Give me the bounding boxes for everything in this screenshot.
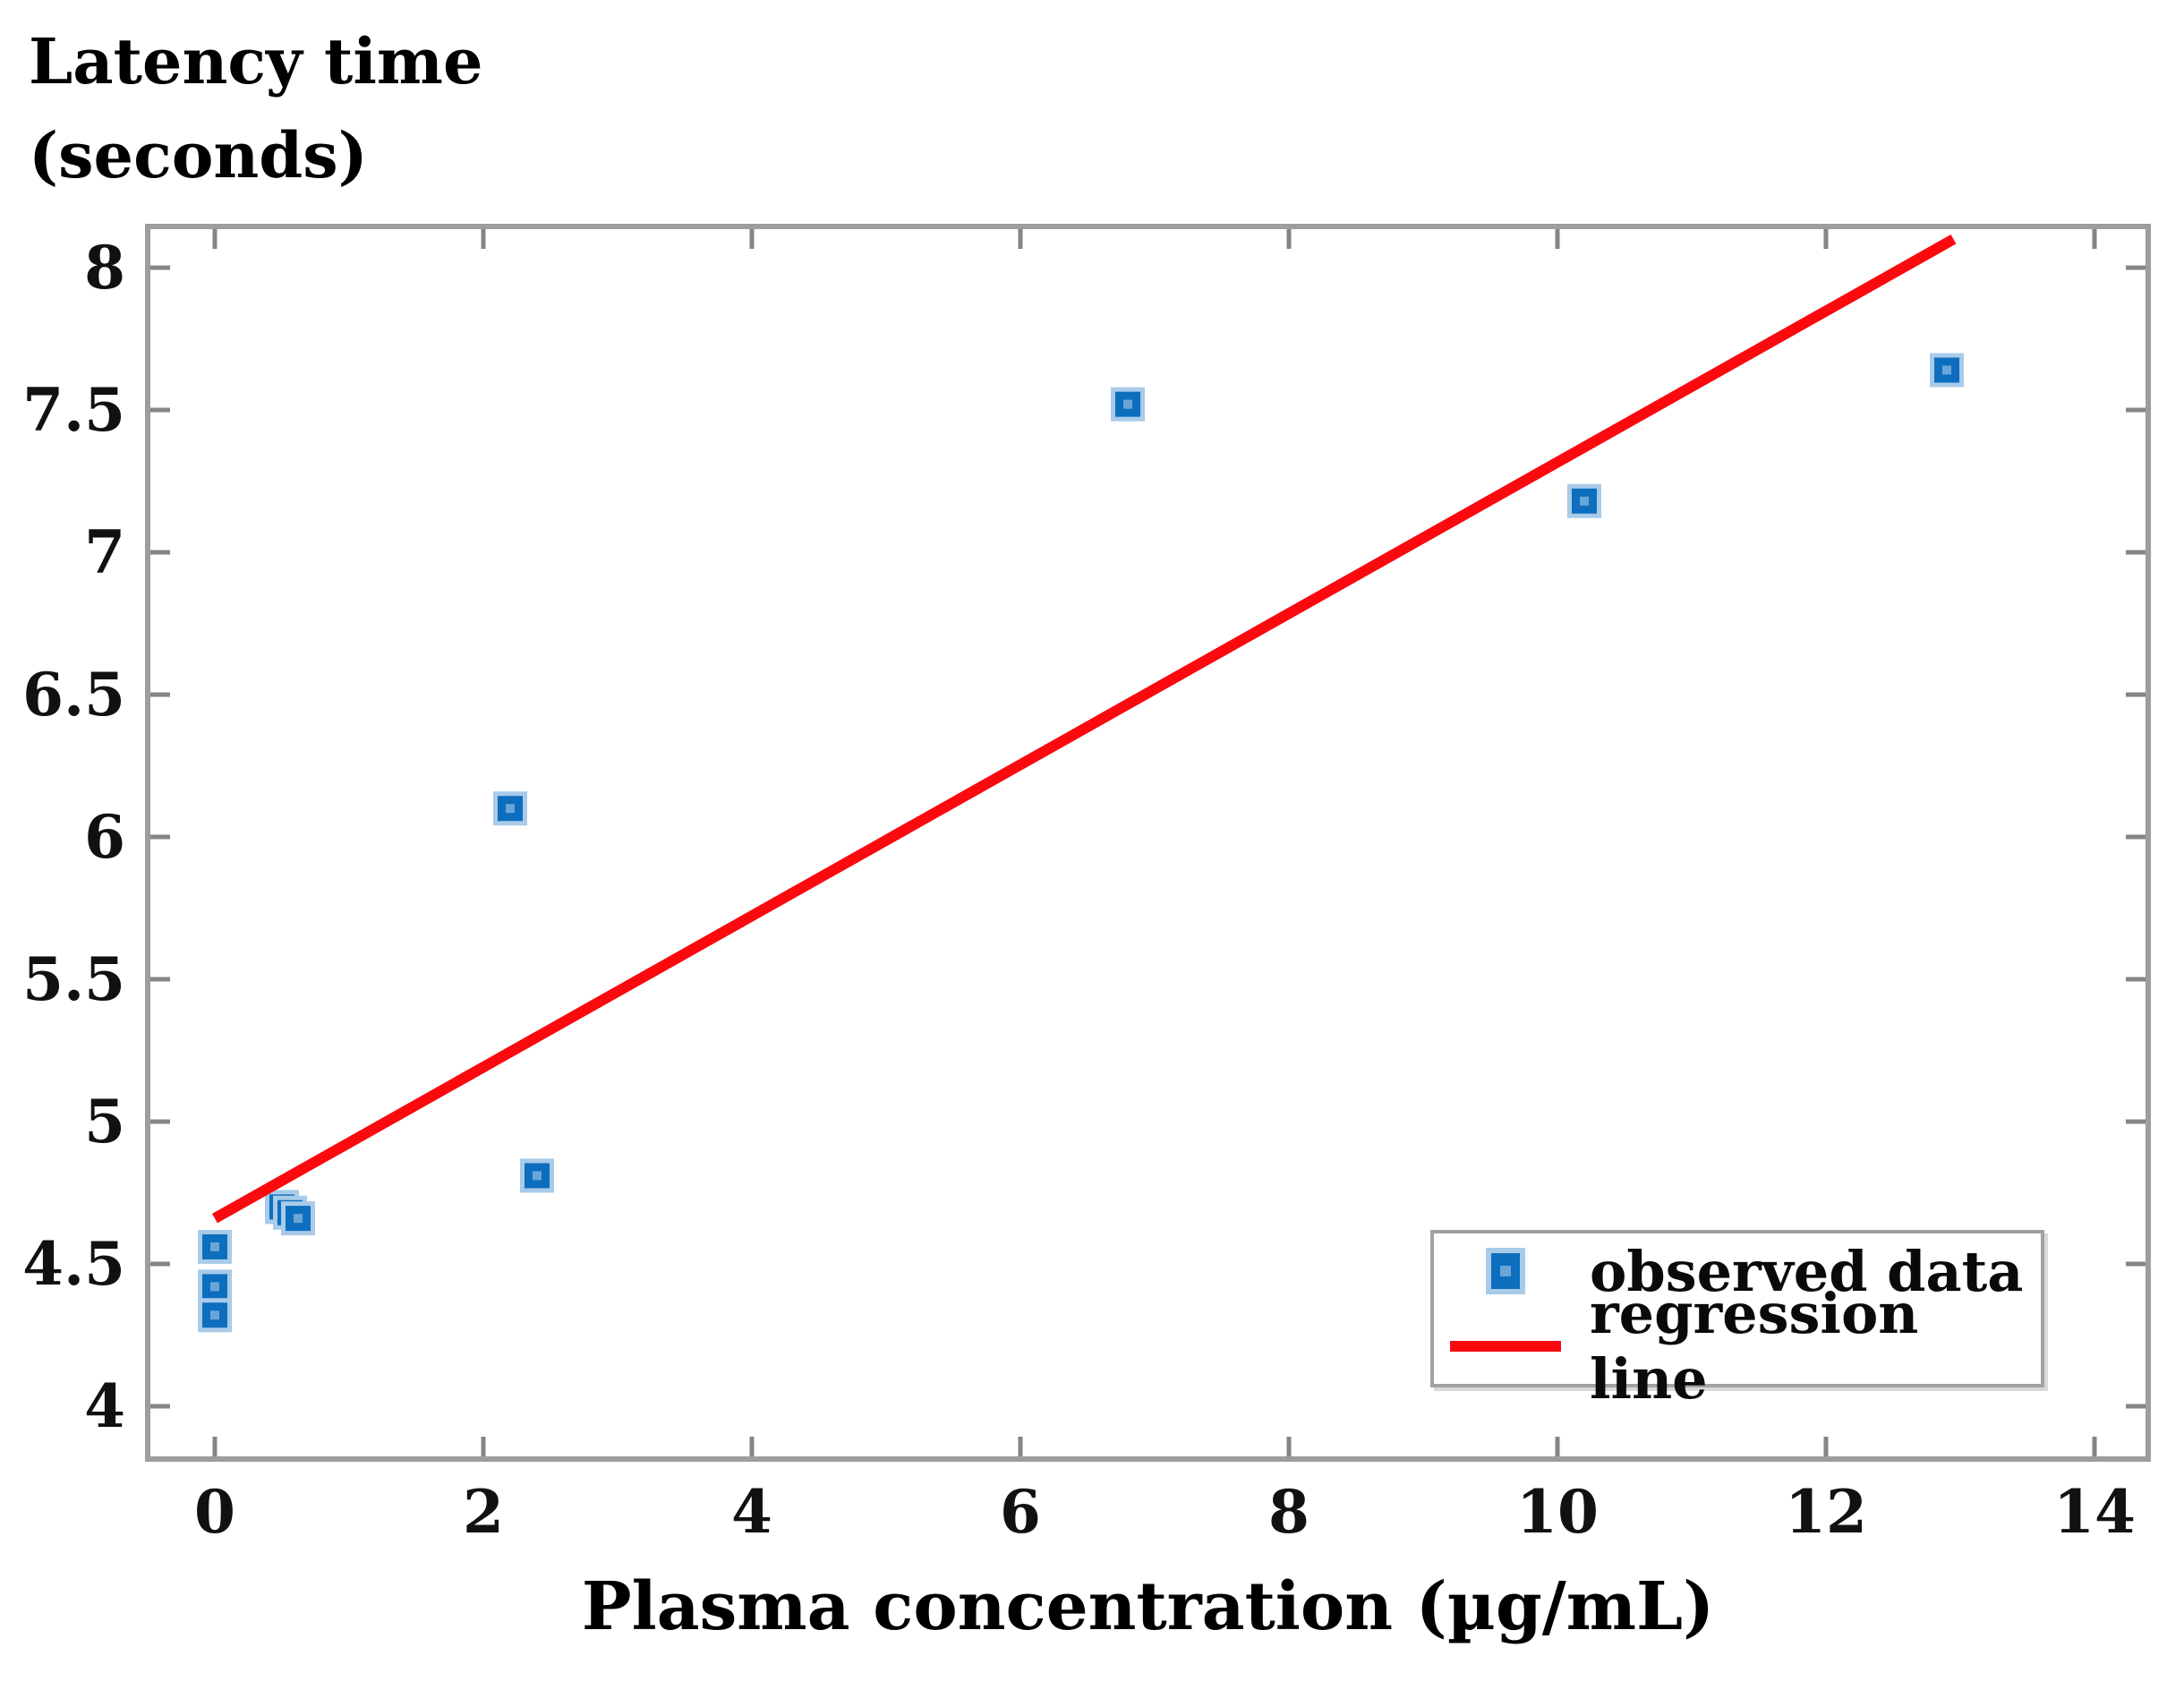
- legend-observed-label: observed data: [1590, 1238, 2024, 1304]
- svg-text:4: 4: [731, 1477, 772, 1547]
- x-axis-title: Plasma concentration (µg/mL): [581, 1568, 1715, 1645]
- svg-text:6.5: 6.5: [22, 660, 125, 730]
- svg-text:2: 2: [463, 1477, 504, 1547]
- regression-line: [212, 234, 1957, 1224]
- svg-text:7.5: 7.5: [22, 375, 125, 445]
- legend-row-observed: observed data: [1434, 1233, 2041, 1309]
- x-tick-labels: 0 2 4 6 8 10 12 14: [194, 1477, 2136, 1547]
- observed-points: [198, 353, 1964, 1333]
- svg-text:8: 8: [84, 233, 125, 303]
- scatter-point: [198, 1298, 232, 1333]
- scatter-point: [198, 1269, 232, 1304]
- svg-text:7: 7: [84, 517, 125, 587]
- svg-text:5.5: 5.5: [22, 944, 125, 1014]
- y-tick-labels: 4 4.5 5 5.5 6 6.5 7 7.5 8: [22, 233, 125, 1441]
- y-axis-title: Latency time (seconds): [29, 24, 483, 192]
- svg-text:5: 5: [84, 1087, 125, 1157]
- svg-text:4.5: 4.5: [22, 1229, 125, 1299]
- svg-text:0: 0: [194, 1477, 235, 1547]
- svg-text:4: 4: [84, 1371, 125, 1441]
- legend-row-regression: regression line: [1434, 1281, 2041, 1412]
- svg-text:6: 6: [84, 802, 125, 872]
- scatter-point: [1567, 483, 1601, 518]
- legend-line-icon: [1450, 1341, 1561, 1352]
- scatter-point: [198, 1229, 232, 1264]
- scatter-point: [281, 1201, 315, 1236]
- svg-text:12: 12: [1785, 1477, 1867, 1547]
- scatter-point: [493, 791, 527, 826]
- scatter-point: [1111, 387, 1145, 422]
- scatter-point: [520, 1158, 554, 1193]
- svg-text:10: 10: [1516, 1477, 1599, 1547]
- scatter-point: [1930, 353, 1964, 388]
- svg-text:6: 6: [1000, 1477, 1041, 1547]
- legend-regression-label: regression line: [1590, 1281, 1919, 1412]
- axis-ticks: [150, 229, 2146, 1456]
- svg-text:8: 8: [1268, 1477, 1310, 1547]
- legend-box: observed data regression line: [1430, 1230, 2044, 1412]
- plot-box: [145, 224, 2151, 1462]
- legend-marker-icon: [1491, 1253, 1520, 1289]
- svg-text:14: 14: [2053, 1477, 2136, 1547]
